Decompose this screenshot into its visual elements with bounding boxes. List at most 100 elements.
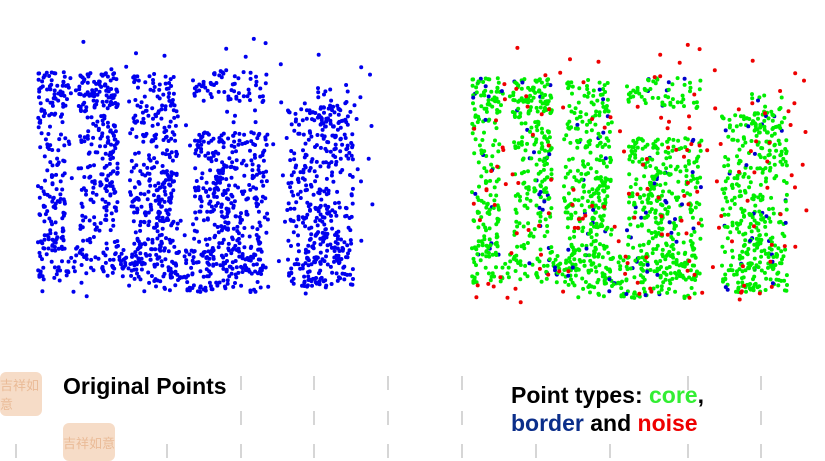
core-point (670, 237, 675, 242)
core-point (735, 226, 739, 231)
core-point (736, 280, 741, 285)
original-point (98, 183, 103, 188)
core-point (725, 236, 730, 241)
original-point (322, 92, 326, 97)
noise-point (608, 115, 613, 120)
original-point (204, 189, 209, 193)
core-point (669, 244, 674, 249)
core-point (674, 272, 679, 277)
noise-point (778, 212, 783, 217)
border-point (540, 207, 545, 212)
core-point (519, 86, 524, 91)
original-point (309, 262, 314, 267)
core-point (618, 267, 623, 272)
core-point (597, 113, 602, 118)
core-point (658, 259, 663, 263)
core-point (470, 131, 475, 136)
original-point (110, 270, 115, 275)
core-point (519, 171, 524, 176)
core-point (596, 176, 601, 181)
core-point (488, 178, 493, 183)
original-point (113, 146, 118, 151)
core-point (563, 210, 568, 215)
original-point (230, 247, 235, 252)
original-point (37, 89, 42, 94)
original-point (145, 171, 150, 176)
original-point (154, 144, 159, 149)
original-point (266, 284, 271, 289)
core-point (605, 267, 610, 272)
core-point (752, 112, 757, 117)
core-point (683, 277, 688, 282)
core-point (539, 91, 544, 96)
original-point (303, 224, 308, 229)
original-point (230, 160, 235, 165)
original-point (240, 270, 245, 274)
original-point (80, 80, 85, 85)
core-point (608, 177, 613, 182)
core-point (768, 219, 773, 224)
core-point (731, 128, 735, 133)
original-point (254, 204, 259, 209)
original-point (322, 105, 326, 110)
original-point (306, 137, 311, 142)
original-point (217, 241, 222, 246)
core-point (771, 125, 776, 130)
original-point (329, 173, 334, 178)
border-point (666, 80, 671, 85)
noise-point (769, 242, 774, 247)
core-point (634, 140, 639, 145)
core-point (742, 214, 746, 219)
original-point (249, 130, 254, 135)
original-point (198, 289, 203, 294)
core-point (657, 169, 661, 174)
original-point (123, 263, 128, 268)
core-point (570, 280, 575, 285)
core-point (582, 93, 587, 98)
original-point (197, 132, 202, 137)
border-point (643, 210, 648, 215)
original-point (237, 98, 242, 103)
border-point (532, 150, 536, 155)
original-point (315, 133, 320, 137)
core-point (528, 93, 533, 98)
core-point (757, 130, 762, 135)
original-point (278, 62, 283, 67)
original-point (207, 269, 212, 274)
core-point (626, 234, 631, 239)
core-point (494, 265, 498, 270)
original-point (289, 244, 293, 248)
core-point (759, 217, 764, 222)
original-point (221, 266, 226, 271)
core-point (747, 282, 751, 287)
original-point (133, 120, 138, 125)
original-point (140, 110, 145, 115)
original-point (91, 135, 96, 140)
original-point (108, 193, 113, 198)
original-point (245, 256, 250, 260)
noise-point (687, 295, 692, 300)
original-point (258, 86, 263, 91)
original-point (129, 158, 134, 163)
original-point (350, 132, 355, 137)
original-point (292, 157, 297, 162)
core-point (626, 242, 631, 247)
core-point (525, 141, 530, 146)
core-point (675, 76, 680, 81)
original-point (160, 219, 165, 223)
core-point (512, 140, 517, 145)
core-point (573, 262, 578, 267)
original-point (47, 84, 52, 89)
core-point (593, 122, 598, 127)
original-point (330, 170, 335, 175)
core-point (730, 223, 735, 228)
core-point (762, 155, 767, 160)
original-point (133, 151, 138, 156)
border-point (698, 185, 703, 190)
original-point (342, 240, 347, 245)
original-point (163, 152, 168, 157)
core-point (673, 167, 678, 172)
original-point (331, 124, 336, 129)
original-point (175, 114, 180, 119)
original-point (142, 219, 146, 224)
